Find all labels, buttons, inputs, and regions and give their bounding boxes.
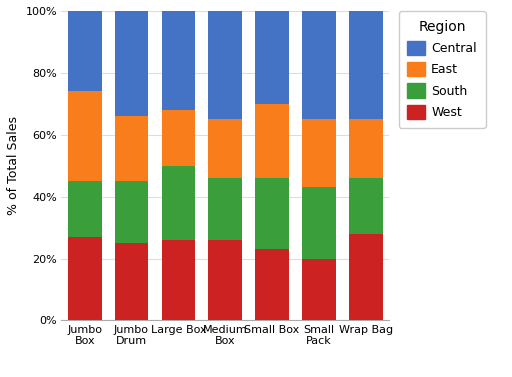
Bar bbox=[302, 119, 336, 187]
Bar bbox=[255, 249, 289, 320]
Bar bbox=[302, 259, 336, 320]
Bar bbox=[161, 110, 195, 166]
Bar bbox=[161, 240, 195, 320]
Bar bbox=[208, 11, 242, 119]
Bar bbox=[255, 104, 289, 178]
Bar bbox=[115, 181, 148, 243]
Bar bbox=[255, 11, 289, 104]
Bar bbox=[302, 187, 336, 259]
Bar bbox=[349, 234, 382, 320]
Bar bbox=[349, 178, 382, 234]
Bar bbox=[115, 243, 148, 320]
Bar bbox=[255, 178, 289, 249]
Bar bbox=[161, 11, 195, 110]
Bar bbox=[68, 11, 101, 91]
Bar bbox=[349, 11, 382, 119]
Bar bbox=[68, 91, 101, 181]
Bar bbox=[302, 11, 336, 119]
Bar bbox=[68, 181, 101, 237]
Bar bbox=[115, 116, 148, 181]
Y-axis label: % of Total Sales: % of Total Sales bbox=[7, 116, 20, 215]
Bar bbox=[161, 166, 195, 240]
Bar bbox=[208, 178, 242, 240]
Bar bbox=[115, 11, 148, 116]
Legend: Central, East, South, West: Central, East, South, West bbox=[399, 11, 485, 128]
Bar bbox=[208, 240, 242, 320]
Bar bbox=[349, 119, 382, 178]
Bar bbox=[68, 237, 101, 320]
Bar bbox=[208, 119, 242, 178]
